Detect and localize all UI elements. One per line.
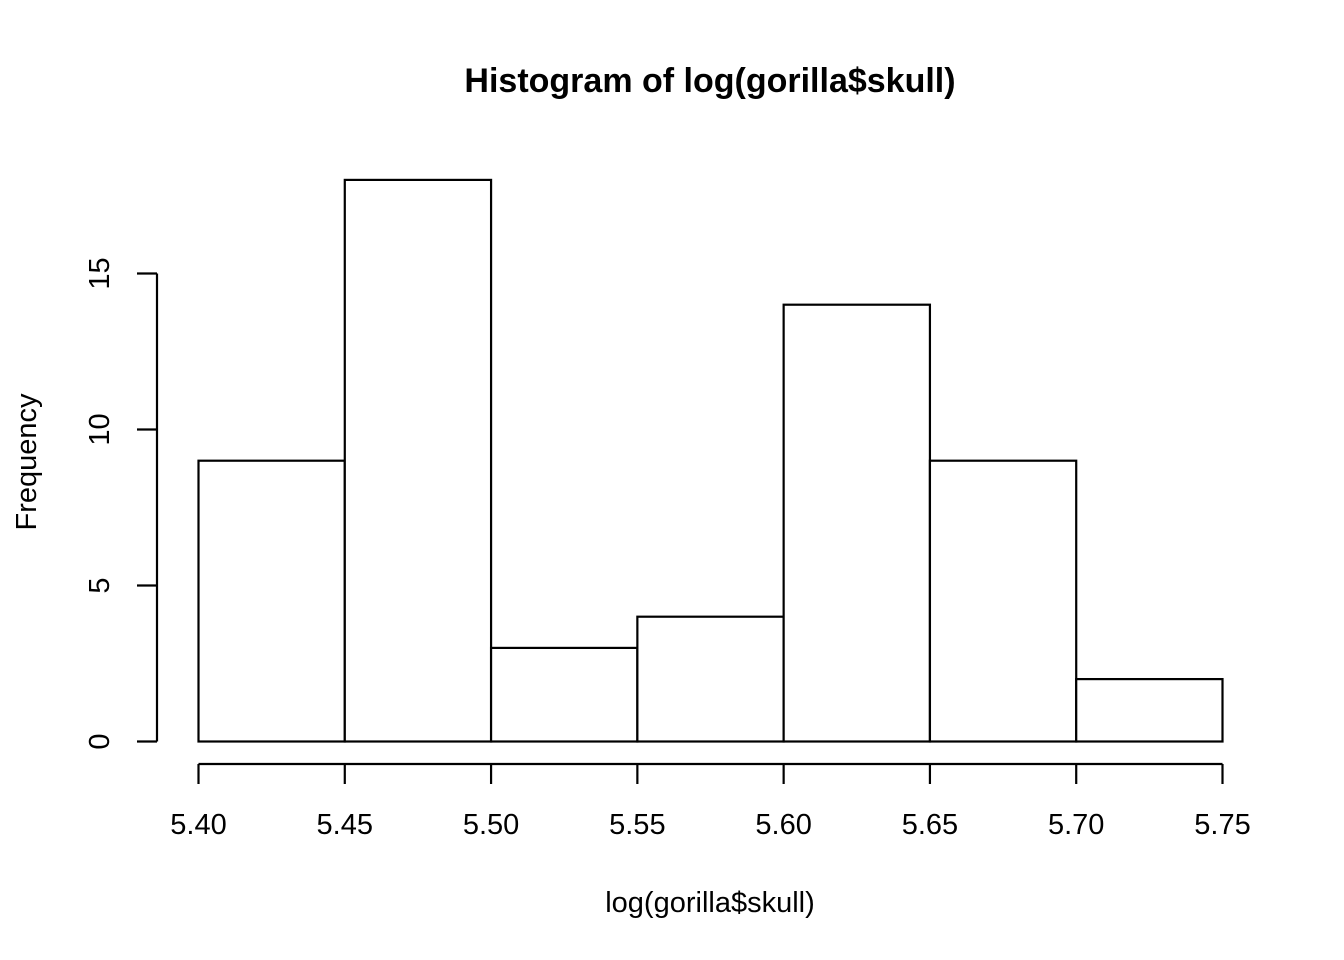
histogram-bar bbox=[489, 646, 639, 743]
y-tick-label: 0 bbox=[84, 733, 116, 749]
y-tick-label: 5 bbox=[84, 577, 116, 593]
y-tick-label: 15 bbox=[84, 257, 116, 289]
histogram-bar bbox=[636, 615, 785, 743]
x-tick-label: 5.55 bbox=[609, 809, 665, 841]
histogram-bar bbox=[782, 303, 932, 743]
x-tick-label: 5.65 bbox=[902, 809, 958, 841]
histogram-bar bbox=[928, 459, 1078, 743]
x-tick-label: 5.60 bbox=[755, 809, 811, 841]
x-tick-label: 5.45 bbox=[317, 809, 373, 841]
chart-title: Histogram of log(gorilla$skull) bbox=[464, 62, 955, 100]
histogram-bar bbox=[197, 459, 346, 743]
x-tick-label: 5.50 bbox=[463, 809, 519, 841]
y-axis-label: Frequency bbox=[11, 393, 43, 531]
x-axis-label: log(gorilla$skull) bbox=[605, 887, 815, 919]
bars-group bbox=[197, 178, 1224, 743]
x-axis: 5.40 5.45 5.50 5.55 5.60 5.65 5.70 5.75 bbox=[170, 762, 1251, 841]
x-tick-label: 5.75 bbox=[1194, 809, 1250, 841]
x-tick-label: 5.70 bbox=[1048, 809, 1104, 841]
y-axis: 0 5 10 15 bbox=[84, 257, 159, 750]
histogram-bar bbox=[1075, 677, 1224, 743]
histogram-bar bbox=[343, 178, 493, 743]
x-tick-label: 5.40 bbox=[170, 809, 226, 841]
y-tick-label: 10 bbox=[84, 413, 116, 445]
